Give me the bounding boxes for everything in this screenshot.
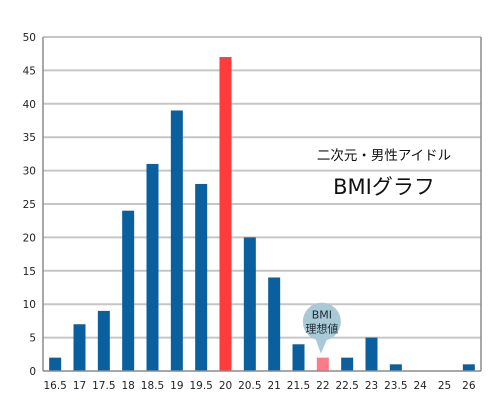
bar-16.5 <box>49 357 62 371</box>
gridlines <box>43 36 481 339</box>
x-tick-label: 16.5 <box>43 380 66 392</box>
bar-23.5 <box>389 364 402 371</box>
y-tick-label: 50 <box>23 32 36 44</box>
bar-26 <box>462 364 475 371</box>
ideal-bmi-callout <box>302 302 341 341</box>
x-tick-label: 19.5 <box>189 380 212 392</box>
bar-21.5 <box>292 344 305 371</box>
bar-19 <box>170 110 183 371</box>
x-tick-label: 18.5 <box>141 380 164 392</box>
chart-subtitle: 二次元・男性アイドル <box>317 148 451 164</box>
x-tick-label: 21.5 <box>287 380 310 392</box>
bar-19.5 <box>195 183 208 371</box>
y-tick-label: 10 <box>23 299 36 311</box>
bar-18.5 <box>146 163 159 371</box>
y-tick-label: 30 <box>23 166 36 178</box>
bar-17 <box>73 324 86 371</box>
bar-20 <box>219 57 232 371</box>
x-tick-label: 20.5 <box>238 380 261 392</box>
x-tick-label: 23 <box>365 380 378 392</box>
bar-21 <box>268 277 281 371</box>
x-tick-label: 26 <box>462 380 476 392</box>
y-tick-label: 25 <box>23 199 36 211</box>
bars <box>49 57 475 371</box>
bar-20.5 <box>243 237 256 371</box>
callout-pointer <box>314 336 328 354</box>
x-tick-label: 20 <box>219 380 232 392</box>
y-tick-label: 20 <box>23 232 36 244</box>
y-tick-label: 35 <box>23 132 36 144</box>
x-tick-label: 17.5 <box>92 380 115 392</box>
y-tick-label: 5 <box>29 333 36 345</box>
x-tick-label: 22.5 <box>335 380 358 392</box>
chart-title: BMIグラフ <box>333 175 435 199</box>
x-tick-label: 24 <box>413 380 427 392</box>
y-tick-label: 40 <box>23 99 36 111</box>
x-tick-label: 25 <box>438 380 451 392</box>
y-tick-label: 0 <box>29 366 36 378</box>
bar-17.5 <box>97 310 110 371</box>
x-tick-label: 17 <box>73 380 86 392</box>
x-tick-label: 18 <box>121 380 134 392</box>
bar-18 <box>122 210 135 371</box>
y-tick-label: 45 <box>23 65 36 77</box>
callout-label: 理想値 <box>305 322 338 336</box>
x-tick-label: 19 <box>170 380 183 392</box>
x-tick-label: 23.5 <box>384 380 407 392</box>
bar-23 <box>365 337 378 371</box>
callout-label: BMI <box>312 309 332 322</box>
y-tick-label: 15 <box>23 266 36 278</box>
axes: 0 5 10 15 20 25 30 35 40 45 50 16.5 17 17.5 18 18.5 19 19… <box>23 32 482 392</box>
bar-22.5 <box>341 357 354 371</box>
x-tick-label: 22 <box>316 380 329 392</box>
bar-22 <box>316 357 329 371</box>
x-tick-label: 21 <box>267 380 280 392</box>
